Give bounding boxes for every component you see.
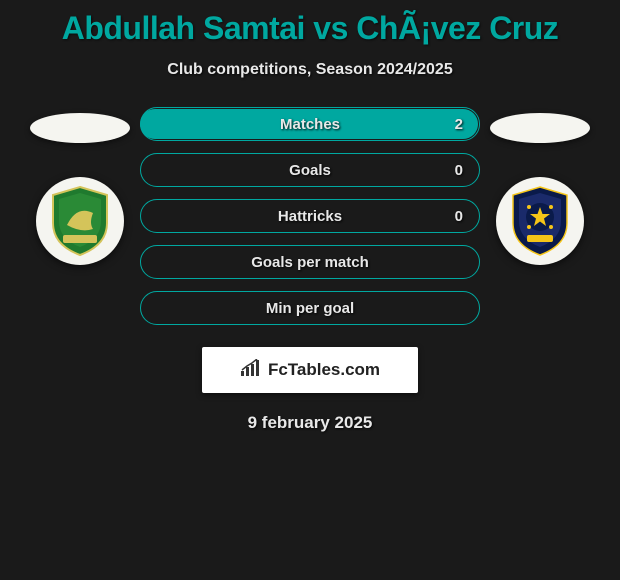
stat-row: Goals 0 xyxy=(140,153,480,187)
stat-value-right: 2 xyxy=(455,116,463,133)
left-team-badge xyxy=(36,177,124,265)
left-team-column xyxy=(20,107,140,265)
stat-label: Goals per match xyxy=(251,254,369,271)
stat-label: Goals xyxy=(289,162,331,179)
comparison-panel: Matches 2 Goals 0 Hattricks 0 Goals per match M… xyxy=(0,107,620,325)
stat-label: Min per goal xyxy=(266,300,354,317)
right-team-column xyxy=(480,107,600,265)
stat-row: Goals per match xyxy=(140,245,480,279)
stat-row: Min per goal xyxy=(140,291,480,325)
subtitle: Club competitions, Season 2024/2025 xyxy=(0,61,620,79)
right-team-badge xyxy=(496,177,584,265)
brand-box[interactable]: FcTables.com xyxy=(202,347,418,393)
date-label: 9 february 2025 xyxy=(0,413,620,433)
right-team-shield xyxy=(509,185,571,257)
chart-icon xyxy=(240,359,262,382)
stat-row: Hattricks 0 xyxy=(140,199,480,233)
stat-value-right: 0 xyxy=(455,162,463,179)
stat-value-right: 0 xyxy=(455,208,463,225)
stat-label: Hattricks xyxy=(278,208,342,225)
stat-row: Matches 2 xyxy=(140,107,480,141)
page-title: Abdullah Samtai vs ChÃ¡vez Cruz xyxy=(0,0,620,47)
left-value-pill xyxy=(30,113,130,143)
stat-label: Matches xyxy=(280,116,340,133)
stats-list: Matches 2 Goals 0 Hattricks 0 Goals per match M… xyxy=(140,107,480,325)
left-team-shield xyxy=(49,185,111,257)
right-value-pill xyxy=(490,113,590,143)
brand-text: FcTables.com xyxy=(268,360,380,380)
